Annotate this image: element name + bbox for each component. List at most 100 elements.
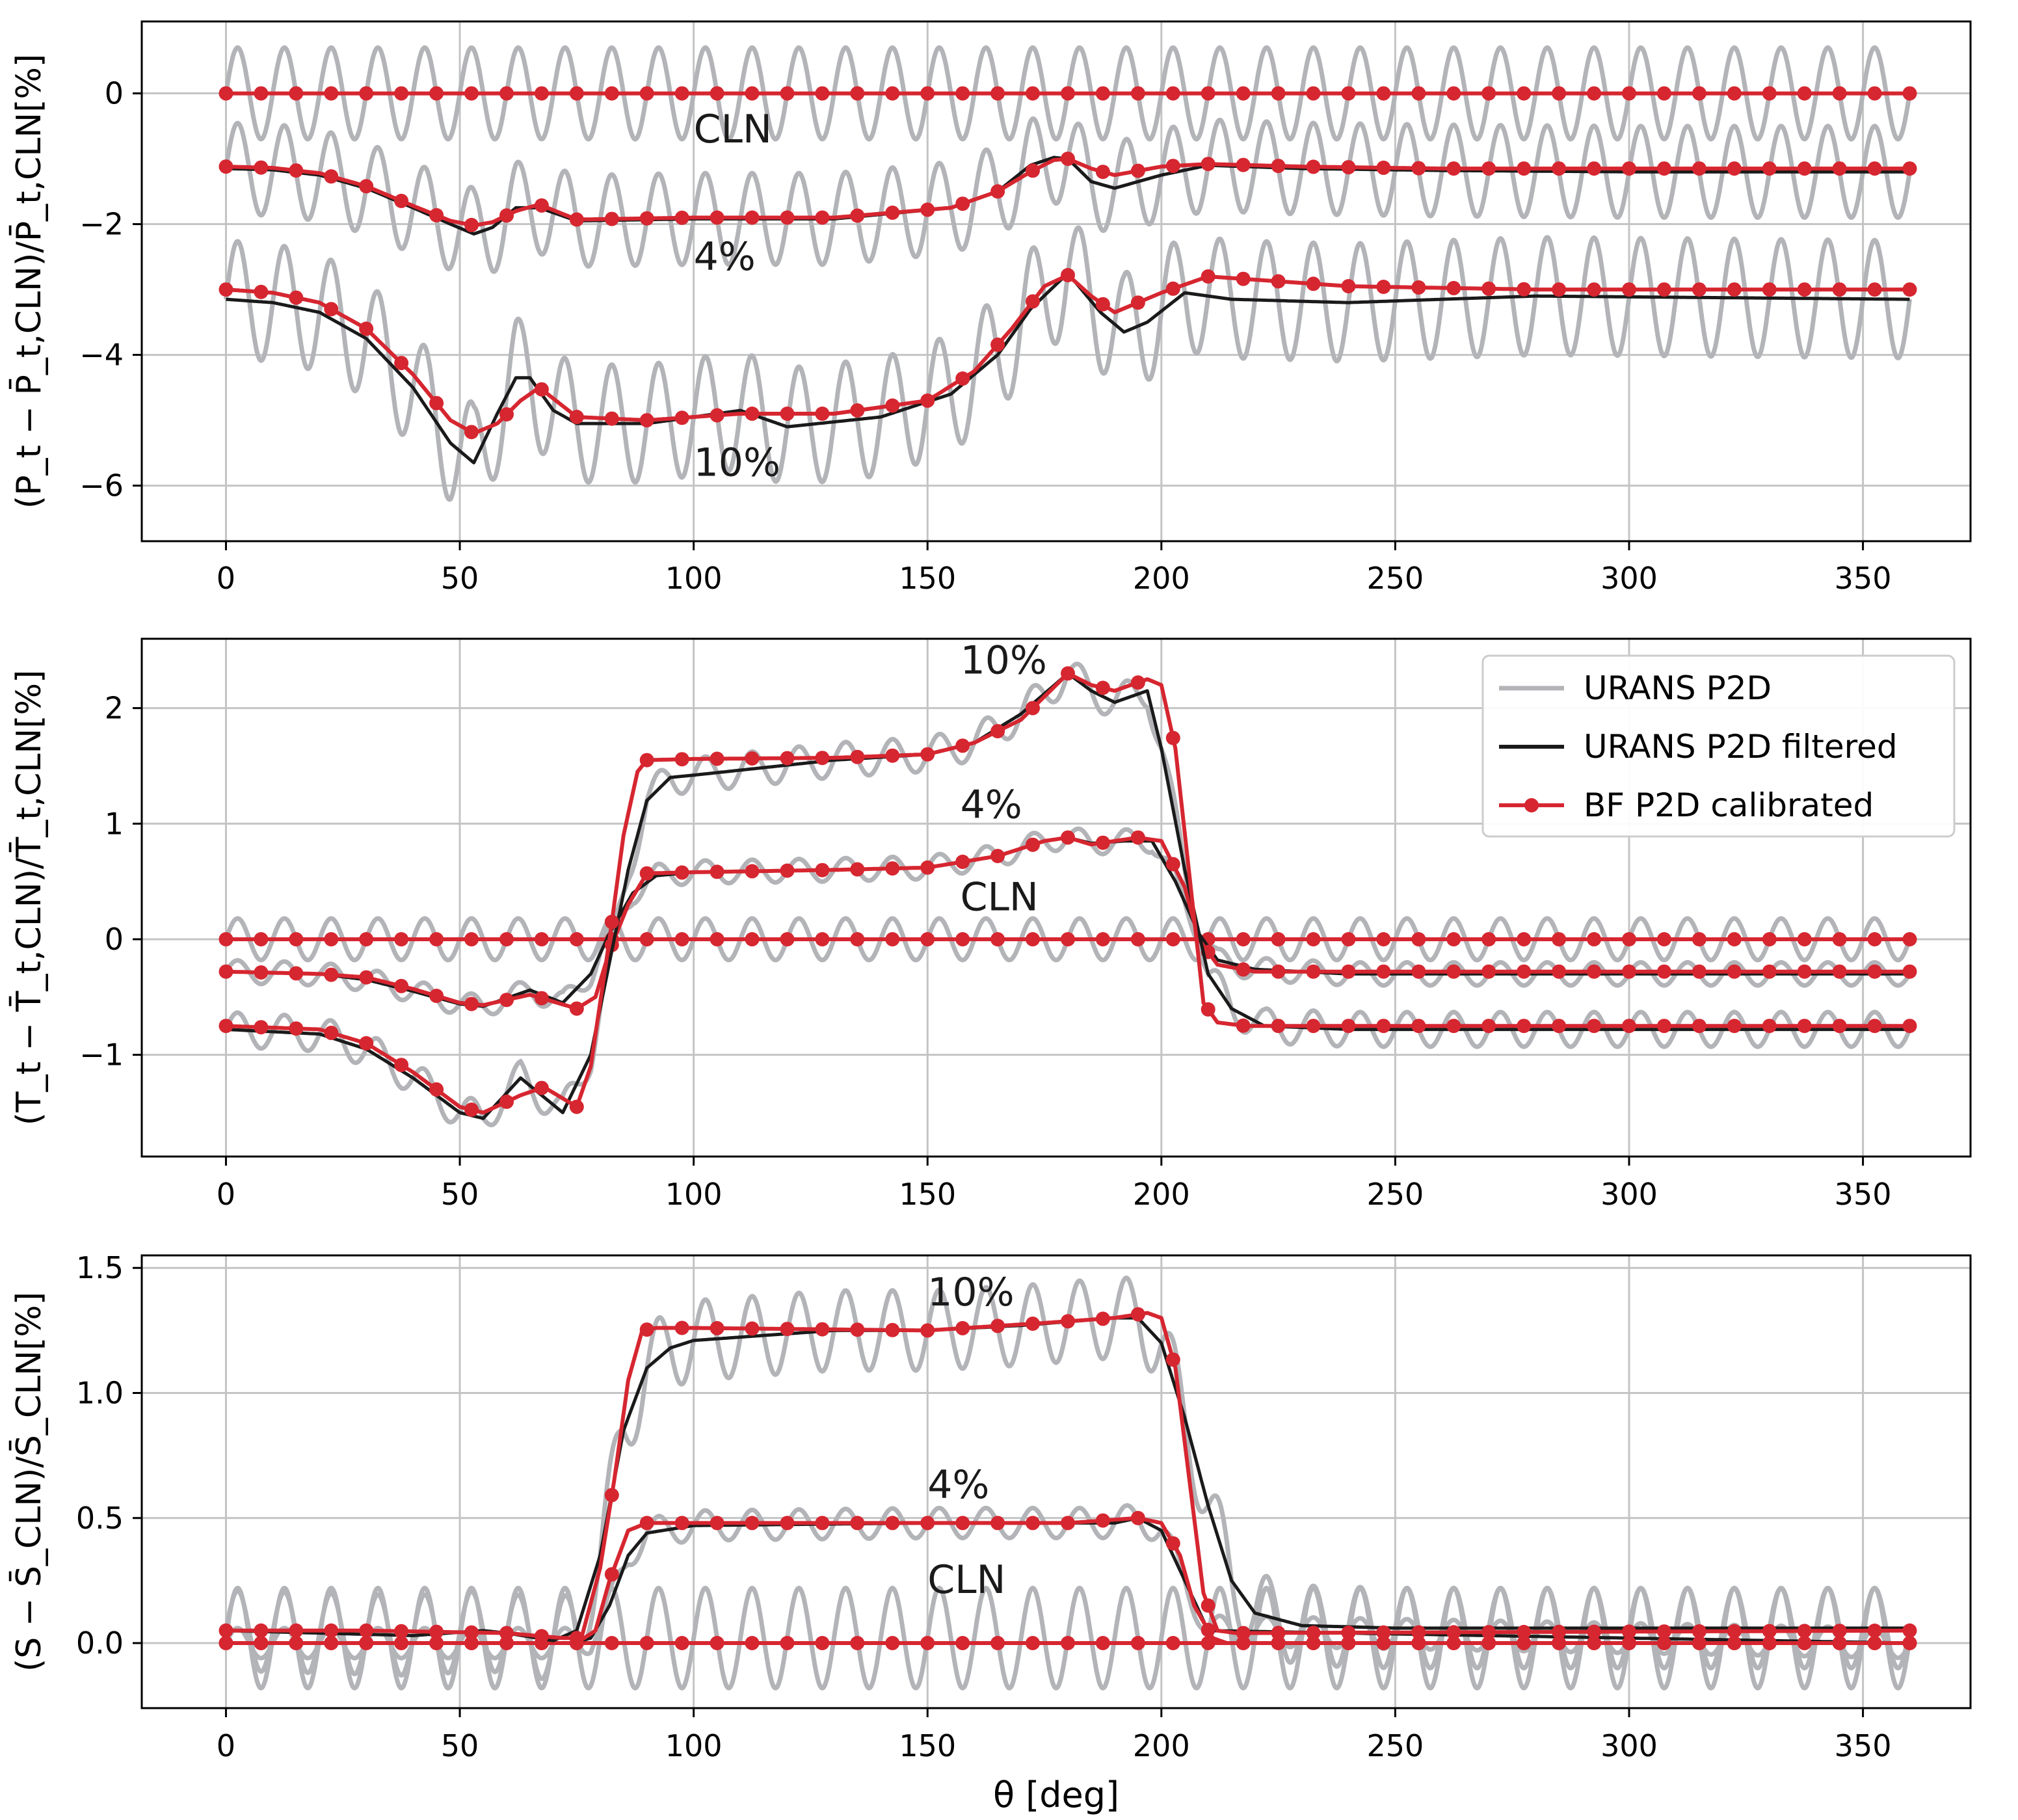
bf-marker [1762,161,1777,176]
bf-marker [1446,86,1461,101]
bf-marker [850,1516,865,1531]
bf-marker [710,1636,724,1650]
bf-marker [534,198,549,213]
bf-marker [464,217,479,232]
bf-marker [674,86,689,101]
case-annotation: CLN [694,107,772,152]
bf-marker [1727,161,1742,176]
bf-marker [990,932,1005,946]
bf-marker [359,1636,374,1650]
x-tick-label: 0 [217,561,235,596]
plot-area [219,662,1917,1128]
bf-marker [324,1623,339,1638]
bf-marker [710,86,724,101]
bf-marker [1832,1636,1847,1650]
bf-marker [885,861,900,876]
bf-marker [1095,680,1110,695]
bf-marker [1376,1019,1391,1034]
bf-marker [955,371,970,386]
bf-marker [499,1626,514,1640]
bf-marker [1902,964,1917,979]
bf-marker [1867,1019,1882,1034]
bf-marker [1517,932,1532,946]
bf-marker [324,967,339,982]
bf-marker [1165,1636,1180,1650]
bf-marker [1376,932,1391,946]
bf-marker [1797,86,1812,101]
x-tick-label: 200 [1133,1177,1190,1212]
bf-marker [1130,1510,1145,1525]
bf-marker [745,864,760,879]
bf-marker [1622,964,1636,979]
bf-marker [1306,1019,1321,1034]
case-annotation: 4% [961,782,1022,827]
bf-marker [850,862,865,877]
bf-marker [1061,932,1075,946]
bf-marker [1517,964,1532,979]
bf-marker [254,965,269,980]
bf-marker [1517,86,1532,101]
bf-marker [1797,1624,1812,1639]
bf-marker [920,747,935,762]
bf-marker [990,1636,1005,1650]
bf-marker [990,1516,1005,1531]
bf-marker [499,208,514,223]
y-tick-label: 2 [105,691,124,726]
bf-marker [1656,1624,1671,1639]
bf-marker [1130,86,1145,101]
y-axis-label: (T_t − T̄_t,CLN)/T̄_t,CLN[%] [9,670,49,1126]
bf-marker [464,1625,479,1640]
bf-marker [1797,161,1812,176]
y-axis-label: (S − S̄_CLN)/S̄_CLN[%] [9,1292,49,1672]
bf-marker [1587,161,1602,176]
x-tick-label: 300 [1600,1728,1658,1763]
bf-marker [394,356,409,371]
bf-marker [1587,1636,1602,1650]
y-tick-label: −6 [79,468,124,503]
bf-marker [780,1636,795,1650]
bf-marker [1411,964,1426,979]
bf-marker [604,1488,619,1503]
bf-marker [499,1636,514,1650]
case-annotation: CLN [961,875,1039,920]
bf-marker [1867,86,1882,101]
bf-marker [1130,675,1145,690]
bf-marker [534,86,549,101]
bf-marker [569,410,584,424]
legend-box [1481,654,1956,838]
bf-marker [1271,1636,1286,1650]
bf-marker [394,932,409,946]
x-tick-label: 300 [1600,1177,1658,1212]
bf-marker [324,86,339,101]
x-tick-label: 0 [217,1177,235,1212]
bf-marker [1236,1636,1251,1650]
x-tick-label: 50 [441,1728,479,1763]
bf-marker [955,738,970,753]
bf-marker [1341,964,1356,979]
bf-marker [1026,86,1040,101]
bf-marker [780,86,795,101]
bf-marker [850,1636,865,1650]
bf-marker [1902,1019,1917,1034]
x-tick-label: 100 [665,1728,723,1763]
bf-marker [1446,964,1461,979]
bf-marker [990,849,1005,863]
bf-marker [1481,281,1496,296]
bf-marker [289,932,304,946]
bf-marker [885,932,900,946]
bf-marker [1587,1019,1602,1034]
axes-frame [140,637,1972,1158]
bf-marker [254,160,269,175]
bf-marker [394,86,409,101]
bf-marker [1306,276,1321,291]
bf-marker [920,932,935,946]
bf-marker [1446,280,1461,295]
bf-marker [885,398,900,413]
bf-marker [1061,1636,1075,1650]
bf-marker [289,1636,304,1650]
bf-marker [1832,1624,1847,1639]
bf-marker [569,1099,584,1114]
bf-marker [1832,282,1847,297]
bf-marker [850,86,865,101]
bf-marker [1026,1636,1040,1650]
